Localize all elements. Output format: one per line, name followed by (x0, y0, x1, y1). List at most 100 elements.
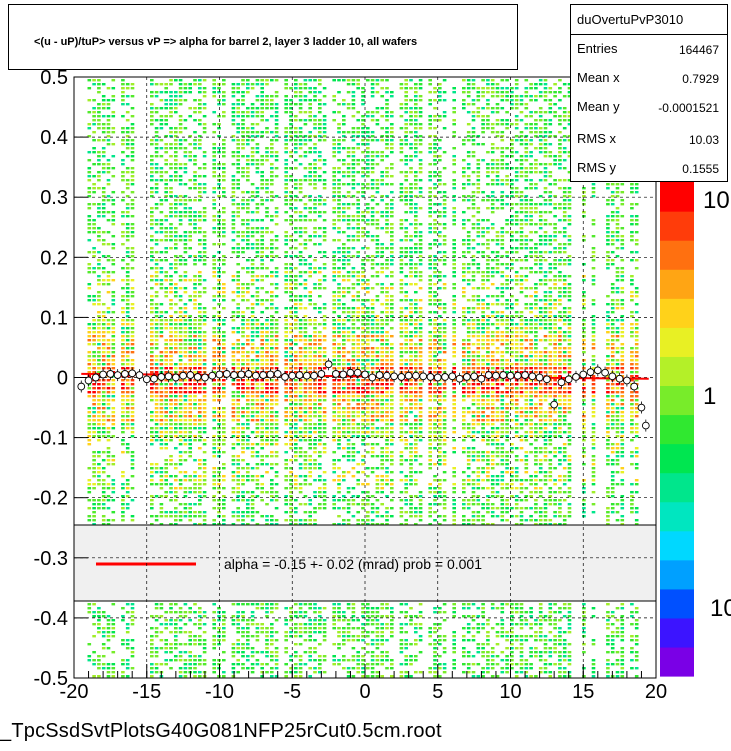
heatmap-cell (106, 167, 111, 170)
heatmap-cell (101, 315, 106, 318)
heatmap-cell (154, 327, 159, 330)
heatmap-cell (241, 131, 245, 134)
heatmap-cell (284, 443, 288, 446)
heatmap-cell (202, 639, 207, 642)
heatmap-cell (250, 123, 255, 126)
heatmap-cell (241, 391, 245, 394)
heatmap-cell (87, 499, 92, 502)
heatmap-cell (125, 311, 130, 314)
heatmap-cell (298, 183, 303, 186)
heatmap-cell (298, 263, 303, 266)
heatmap-cell (106, 639, 111, 642)
heatmap-cell (351, 515, 356, 518)
heatmap-cell (289, 387, 293, 390)
heatmap-cell (270, 163, 274, 166)
heatmap-cell (217, 115, 221, 118)
heatmap-cell (298, 331, 303, 334)
heatmap-cell (294, 519, 298, 522)
heatmap-cell (222, 339, 226, 342)
heatmap-cell (346, 79, 351, 82)
heatmap-cell (318, 323, 322, 326)
heatmap-cell (260, 491, 264, 494)
heatmap-cell (289, 271, 293, 274)
heatmap-cell (231, 279, 236, 282)
heatmap-cell (121, 359, 125, 362)
heatmap-cell (241, 319, 245, 322)
heatmap-cell (274, 107, 279, 110)
heatmap-cell (246, 339, 250, 342)
heatmap-cell (164, 87, 168, 90)
heatmap-cell (198, 303, 202, 306)
heatmap-cell (298, 351, 303, 354)
heatmap-cell (284, 167, 288, 170)
heatmap-cell (202, 191, 207, 194)
heatmap-cell (198, 671, 202, 674)
heatmap-cell (169, 619, 173, 622)
heatmap-cell (183, 623, 188, 626)
heatmap-cell (255, 663, 260, 666)
heatmap-cell (298, 227, 303, 230)
heatmap-cell (202, 475, 207, 478)
heatmap-cell (97, 611, 101, 614)
heatmap-cell (346, 523, 351, 526)
heatmap-cell (188, 639, 192, 642)
heatmap-cell (217, 479, 221, 482)
heatmap-cell (255, 391, 260, 394)
heatmap-cell (308, 179, 312, 182)
heatmap-cell (111, 131, 116, 134)
heatmap-cell (318, 335, 322, 338)
heatmap-cell (308, 91, 312, 94)
heatmap-cell (217, 627, 221, 630)
heatmap-cell (313, 267, 317, 270)
heatmap-cell (222, 355, 226, 358)
heatmap-cell (260, 131, 264, 134)
heatmap-cell (125, 339, 130, 342)
heatmap-cell (125, 171, 130, 174)
heatmap-cell (150, 155, 154, 158)
heatmap-cell (174, 423, 178, 426)
heatmap-cell (294, 83, 298, 86)
heatmap-cell (332, 431, 336, 434)
heatmap-cell (97, 655, 101, 658)
heatmap-cell (250, 87, 255, 90)
heatmap-cell (274, 155, 279, 158)
heatmap-cell (313, 287, 317, 290)
heatmap-cell (346, 227, 351, 230)
heatmap-cell (164, 439, 168, 442)
heatmap-cell (217, 399, 221, 402)
heatmap-cell (202, 495, 207, 498)
heatmap-cell (121, 127, 125, 130)
heatmap-cell (250, 507, 255, 510)
heatmap-cell (202, 279, 207, 282)
heatmap-cell (198, 139, 202, 142)
heatmap-cell (255, 411, 260, 414)
heatmap-cell (169, 343, 173, 346)
heatmap-cell (351, 79, 356, 82)
heatmap-cell (270, 499, 274, 502)
heatmap-cell (351, 323, 356, 326)
heatmap-cell (183, 603, 188, 606)
heatmap-cell (193, 403, 197, 406)
heatmap-cell (193, 635, 197, 638)
heatmap-cell (270, 495, 274, 498)
heatmap-cell (308, 467, 312, 470)
heatmap-cell (217, 303, 221, 306)
heatmap-cell (303, 139, 308, 142)
heatmap-cell (198, 307, 202, 310)
heatmap-cell (198, 383, 202, 386)
heatmap-cell (106, 307, 111, 310)
heatmap-cell (159, 315, 164, 318)
heatmap-cell (87, 251, 92, 254)
heatmap-cell (270, 283, 274, 286)
heatmap-cell (346, 183, 351, 186)
heatmap-cell (169, 371, 173, 374)
heatmap-cell (346, 675, 351, 678)
heatmap-cell (106, 99, 111, 102)
heatmap-cell (159, 483, 164, 486)
heatmap-cell (212, 475, 216, 478)
heatmap-cell (255, 79, 260, 82)
heatmap-cell (289, 215, 293, 218)
heatmap-cell (159, 335, 164, 338)
heatmap-cell (217, 235, 221, 238)
heatmap-cell (231, 95, 236, 98)
